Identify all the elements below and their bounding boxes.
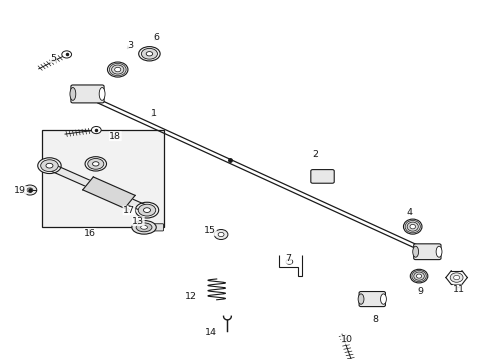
Ellipse shape: [404, 220, 420, 233]
Ellipse shape: [70, 87, 76, 100]
Text: 10: 10: [340, 335, 352, 344]
Text: 15: 15: [204, 226, 216, 235]
Ellipse shape: [139, 46, 160, 61]
Text: 17: 17: [122, 206, 135, 215]
Circle shape: [285, 259, 292, 264]
Ellipse shape: [413, 272, 424, 280]
Ellipse shape: [135, 202, 158, 218]
Text: 12: 12: [184, 292, 197, 301]
Ellipse shape: [412, 246, 418, 257]
FancyBboxPatch shape: [153, 224, 163, 231]
Ellipse shape: [146, 51, 152, 56]
Circle shape: [27, 188, 33, 192]
Text: 16: 16: [84, 229, 96, 238]
Ellipse shape: [114, 67, 121, 72]
Ellipse shape: [416, 274, 421, 278]
Circle shape: [453, 275, 459, 280]
Ellipse shape: [143, 208, 150, 212]
Text: 5: 5: [50, 54, 56, 63]
Text: 18: 18: [109, 132, 121, 141]
Ellipse shape: [407, 222, 417, 231]
Ellipse shape: [111, 65, 123, 74]
Text: 6: 6: [153, 33, 160, 42]
Polygon shape: [82, 177, 135, 208]
Ellipse shape: [87, 158, 103, 169]
Ellipse shape: [109, 63, 126, 76]
Ellipse shape: [46, 163, 53, 168]
Bar: [42, 130, 163, 226]
Text: 1: 1: [151, 109, 157, 118]
Ellipse shape: [138, 204, 156, 216]
Circle shape: [218, 232, 224, 237]
Ellipse shape: [411, 270, 426, 282]
Ellipse shape: [357, 294, 363, 304]
Ellipse shape: [92, 162, 99, 166]
Text: 19: 19: [14, 186, 26, 195]
Ellipse shape: [141, 48, 157, 59]
Circle shape: [23, 185, 37, 195]
Ellipse shape: [85, 157, 106, 171]
Circle shape: [91, 126, 101, 134]
Ellipse shape: [435, 246, 441, 257]
Ellipse shape: [38, 158, 61, 174]
FancyBboxPatch shape: [71, 85, 104, 103]
Ellipse shape: [136, 223, 152, 232]
Ellipse shape: [409, 224, 415, 229]
Ellipse shape: [141, 225, 147, 229]
Circle shape: [214, 229, 227, 239]
Text: 9: 9: [416, 287, 422, 296]
Text: 2: 2: [311, 150, 318, 159]
Circle shape: [61, 51, 71, 58]
FancyBboxPatch shape: [413, 244, 440, 260]
Ellipse shape: [403, 219, 421, 234]
Text: 11: 11: [452, 285, 464, 294]
Ellipse shape: [409, 269, 427, 283]
FancyBboxPatch shape: [358, 292, 385, 307]
Ellipse shape: [99, 87, 105, 100]
Text: 3: 3: [126, 41, 133, 50]
Ellipse shape: [41, 160, 58, 172]
Text: 13: 13: [132, 217, 144, 226]
Text: 4: 4: [406, 208, 411, 217]
Ellipse shape: [132, 221, 156, 234]
Text: 8: 8: [371, 315, 377, 324]
Text: 14: 14: [205, 328, 217, 337]
Circle shape: [449, 273, 462, 282]
Ellipse shape: [107, 62, 128, 77]
FancyBboxPatch shape: [310, 170, 333, 183]
Polygon shape: [52, 163, 147, 213]
Ellipse shape: [380, 294, 386, 304]
Text: 7: 7: [285, 255, 291, 264]
